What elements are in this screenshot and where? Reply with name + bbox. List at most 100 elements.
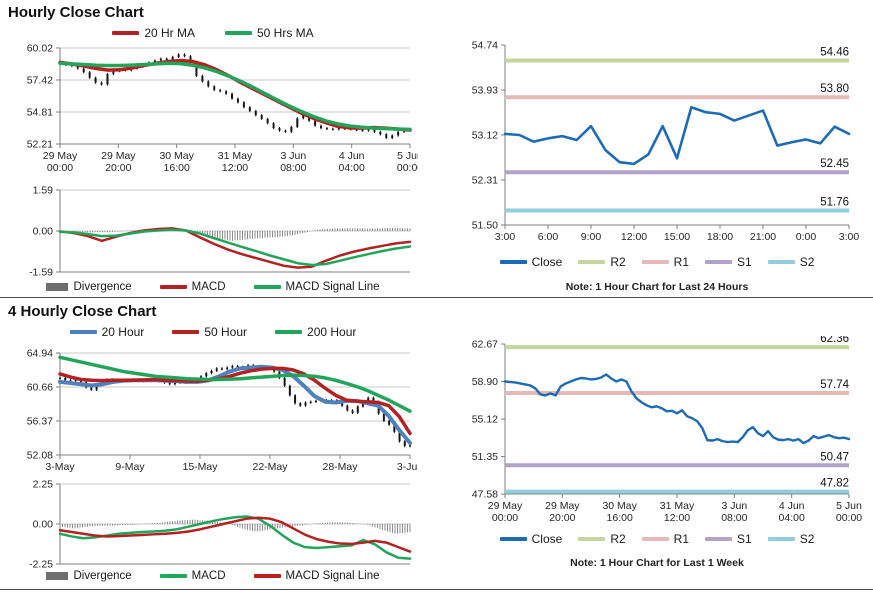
- candle-body: [69, 380, 72, 382]
- 50-hour-legend-label: 50 Hour: [204, 325, 248, 339]
- 20-hr-ma-swatch: [112, 31, 140, 35]
- candle-body: [59, 377, 61, 380]
- 20-hr-ma-series: [58, 58, 412, 132]
- y-tick-label: 51.35: [472, 451, 498, 463]
- close-legend-label: Close: [531, 532, 563, 546]
- x-tick-label: 12:00: [222, 162, 248, 174]
- 50-hrs-ma-series: [58, 61, 412, 132]
- y-tick-label: -1.59: [29, 267, 53, 279]
- x-tick-label: 4 Jun: [779, 500, 805, 512]
- candle-body: [290, 126, 293, 132]
- close-legend-label: Close: [531, 255, 563, 269]
- sr-24h-chart: 54.74 53.93 53.12 52.31 51.50 54.46 53.80 52.45…: [472, 40, 860, 244]
- candle-body: [373, 129, 376, 132]
- candle-body: [88, 72, 91, 78]
- four-hourly-macd-chart: 2.25 0.00 -2.25: [29, 479, 412, 571]
- y-tick-label: 2.25: [33, 479, 54, 491]
- hourly-section-title: Hourly Close Chart: [8, 4, 144, 21]
- candle-body: [314, 400, 317, 403]
- candle-body: [207, 81, 210, 87]
- r1-swatch: [641, 537, 669, 541]
- s2-swatch: [767, 537, 795, 541]
- y-tick-label: 47.58: [472, 489, 498, 501]
- legend-item-close: Close: [499, 532, 563, 546]
- x-tick-label: 30 May: [159, 150, 194, 162]
- candle-body: [220, 368, 223, 370]
- x-tick-label: 31 May: [660, 500, 695, 512]
- x-tick-label: 31 May: [218, 150, 253, 162]
- candle-body: [288, 385, 291, 396]
- r1-legend-label: R1: [673, 532, 689, 546]
- r1-legend-label: R1: [673, 255, 689, 269]
- x-tick-label: 29 May: [545, 500, 580, 512]
- candle-body: [195, 62, 198, 76]
- candle-body: [231, 93, 234, 99]
- candle-body: [106, 74, 109, 85]
- candle-body: [254, 110, 257, 116]
- x-tick-label: 15-May: [182, 461, 218, 473]
- candle-body: [210, 370, 213, 374]
- legend-item-macd: MACD: [159, 570, 226, 582]
- y-tick-label: 53.12: [472, 130, 498, 142]
- macd-swatch: [159, 574, 187, 578]
- r2-swatch: [578, 260, 606, 264]
- candle-body: [76, 66, 79, 69]
- 200-hour-swatch: [275, 330, 303, 334]
- candle-body: [64, 377, 67, 381]
- y-tick-label: 62.67: [472, 339, 498, 351]
- legend-item-divergence: Divergence: [46, 281, 132, 293]
- x-tick-label: 08:00: [280, 162, 306, 174]
- y-tick-label: 51.50: [472, 220, 498, 232]
- candle-body: [226, 367, 229, 370]
- candle-body: [331, 128, 334, 130]
- x-tick-label: 3-Jun: [397, 461, 418, 473]
- y-tick-label: -2.25: [29, 559, 53, 571]
- candle-body: [90, 387, 93, 390]
- hourly-macd-legend: Divergence MACD MACD Signal Line: [8, 281, 418, 293]
- candle-body: [379, 131, 382, 135]
- x-tick-label: 16:00: [607, 512, 633, 524]
- candle-body: [320, 125, 323, 129]
- candle-body: [173, 381, 176, 385]
- y-tick-label: 56.37: [27, 415, 53, 427]
- legend-item-r2: R2: [578, 532, 626, 546]
- r1-level-label: 53.80: [820, 83, 849, 95]
- x-tick-label: 5 Jun: [836, 500, 862, 512]
- four-hourly-price-legend: 20 Hour 50 Hour 200 Hour: [8, 325, 418, 339]
- candle-body: [82, 68, 85, 73]
- candle-body: [346, 405, 349, 411]
- sr-week-legend: Close R2 R1 S1 S2: [445, 532, 869, 546]
- candle-body: [189, 56, 192, 63]
- divergence-legend-label: Divergence: [73, 281, 132, 293]
- sr-24h-legend: Close R2 R1 S1 S2: [445, 255, 869, 269]
- x-tick-label: 5 Jun: [397, 150, 418, 162]
- candle-body: [355, 129, 358, 131]
- y-tick-label: 60.66: [27, 381, 53, 393]
- r1-swatch: [641, 260, 669, 264]
- x-tick-label: 12:00: [664, 512, 690, 524]
- candle-body: [168, 382, 171, 385]
- candle-body: [393, 424, 396, 432]
- x-tick-label: 3 Jun: [280, 150, 306, 162]
- candle-body: [398, 431, 401, 442]
- candle-body: [248, 107, 251, 111]
- candle-body: [225, 91, 228, 94]
- macd-signal-line-swatch: [253, 574, 281, 578]
- x-tick-label: 16:00: [164, 162, 190, 174]
- r2-legend-label: R2: [610, 532, 626, 546]
- macd-swatch: [159, 285, 187, 289]
- legend-item-200-hour: 200 Hour: [275, 325, 356, 339]
- close-series: [503, 105, 851, 166]
- legend-item-macd-signal-line: MACD Signal Line: [253, 570, 380, 582]
- candle-body: [171, 56, 174, 60]
- candle-body: [201, 75, 204, 82]
- candle-body: [409, 445, 411, 447]
- 200-hour-series: [58, 355, 412, 413]
- macd-signal-line-legend-label: MACD Signal Line: [285, 281, 380, 293]
- r1-level-label: 57.74: [820, 379, 849, 391]
- 20-hour-legend-label: 20 Hour: [101, 325, 145, 339]
- s1-level-label: 50.47: [820, 451, 849, 463]
- four-hourly-macd-legend: Divergence MACD MACD Signal Line: [8, 570, 418, 582]
- legend-item-50-hrs-ma: 50 Hrs MA: [225, 26, 314, 40]
